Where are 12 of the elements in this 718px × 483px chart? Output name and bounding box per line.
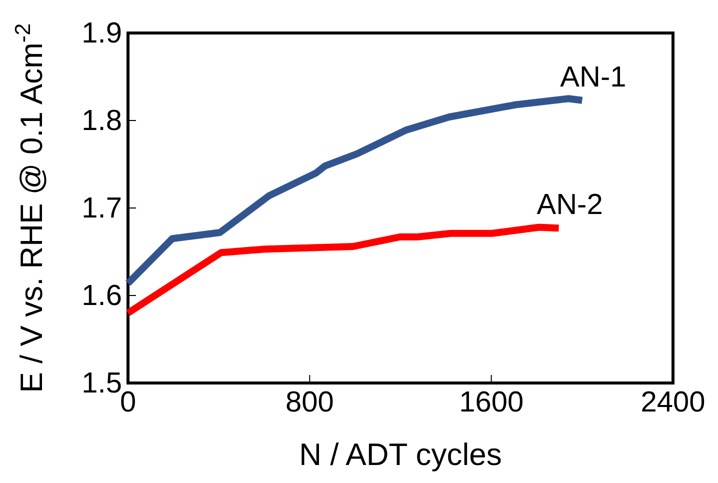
x-axis-title: N / ADT cycles (299, 437, 502, 472)
series-label: AN-1 (560, 61, 626, 94)
y-tick-label: 1.8 (82, 104, 122, 137)
y-tick-label: 1.5 (82, 367, 122, 400)
x-tick-label: 2400 (640, 386, 706, 419)
x-tick-label: 0 (120, 386, 136, 419)
y-tick-label: 1.7 (82, 192, 122, 224)
y-tick-label: 1.9 (82, 17, 122, 50)
x-tick-label: 1600 (459, 386, 524, 419)
x-tick-label: 800 (285, 386, 334, 419)
y-tick-label: 1.6 (82, 280, 122, 312)
series-label: AN-2 (536, 189, 603, 222)
